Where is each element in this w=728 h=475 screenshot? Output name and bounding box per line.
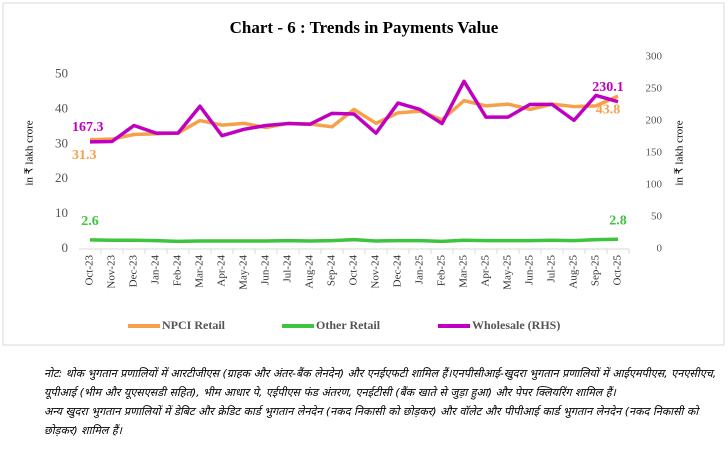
x-tick-label: Jan-25: [414, 255, 426, 285]
note: नोट: थोक भुगतान प्रणालियों में आरटीजीएस …: [44, 367, 717, 399]
y-axis-label: in ₹ lakh crore: [24, 120, 36, 185]
y-tick-label: 10: [55, 205, 68, 220]
y2-tick-label: 150: [646, 147, 663, 159]
y2-tick-label: 50: [651, 211, 663, 223]
y2-tick-label: 300: [646, 51, 663, 63]
x-tick-label: May-25: [502, 255, 514, 290]
y-tick-label: 30: [55, 135, 68, 150]
y2-tick-label: 200: [646, 115, 663, 127]
x-tick-label: May-24: [238, 255, 250, 290]
y2-tick-label: 250: [646, 83, 663, 95]
x-tick-label: Mar-24: [194, 255, 206, 288]
data-label: 43.8: [596, 102, 621, 117]
x-tick-label: Feb-24: [172, 255, 184, 287]
x-tick-label: Jun-24: [260, 255, 272, 285]
x-tick-label: Oct-24: [348, 255, 360, 286]
y-tick-label: 20: [55, 170, 68, 185]
chart-title: Chart - 6 : Trends in Payments Value: [230, 18, 499, 37]
data-label: 230.1: [592, 80, 624, 95]
y-tick-label: 40: [55, 100, 68, 115]
x-tick-label: Feb-25: [436, 255, 448, 287]
legend-label: Other Retail: [316, 318, 381, 332]
note: अन्य खुदरा भुगतान प्रणालियों में डेबिट औ…: [44, 405, 699, 437]
data-label: 2.6: [81, 214, 99, 229]
line-series: [89, 237, 619, 244]
y2-tick-label: 100: [646, 179, 663, 191]
legend-label: Wholesale (RHS): [472, 318, 560, 332]
x-tick-label: Apr-25: [480, 255, 492, 287]
y-tick-label: 50: [55, 65, 68, 80]
x-tick-label: Oct-25: [612, 255, 624, 286]
x-tick-label: Aug-25: [568, 255, 580, 289]
x-tick-label: Oct-23: [84, 255, 96, 286]
legend-label: NPCI Retail: [162, 318, 226, 332]
x-tick-label: Jun-25: [524, 255, 536, 285]
x-tick-label: Nov-23: [106, 255, 118, 289]
y-tick-label: 0: [62, 240, 69, 255]
x-tick-label: Jan-24: [150, 255, 162, 285]
x-tick-label: Aug-24: [304, 255, 316, 289]
x-tick-label: Sep-25: [590, 255, 602, 287]
x-tick-label: Nov-24: [370, 255, 382, 289]
x-tick-label: Jul-25: [546, 255, 558, 283]
data-label: 2.8: [609, 213, 627, 228]
x-tick-label: Mar-25: [458, 255, 470, 288]
y2-axis-label: in ₹ lakh crore: [674, 120, 686, 185]
chart: Chart - 6 : Trends in Payments Value in …: [2, 2, 725, 346]
data-label: 31.3: [72, 148, 97, 163]
x-tick-label: Dec-24: [392, 255, 404, 288]
data-label: 167.3: [72, 120, 104, 135]
x-tick-label: Dec-23: [128, 255, 140, 288]
x-tick-label: Sep-24: [326, 255, 338, 287]
y2-tick-label: 0: [657, 243, 663, 255]
notes: नोट: थोक भुगतान प्रणालियों में आरटीजीएस …: [44, 364, 720, 440]
line-series: [89, 79, 619, 144]
x-tick-label: Apr-24: [216, 255, 228, 287]
chart-frame: [2, 2, 725, 346]
x-tick-label: Jul-24: [282, 255, 294, 283]
